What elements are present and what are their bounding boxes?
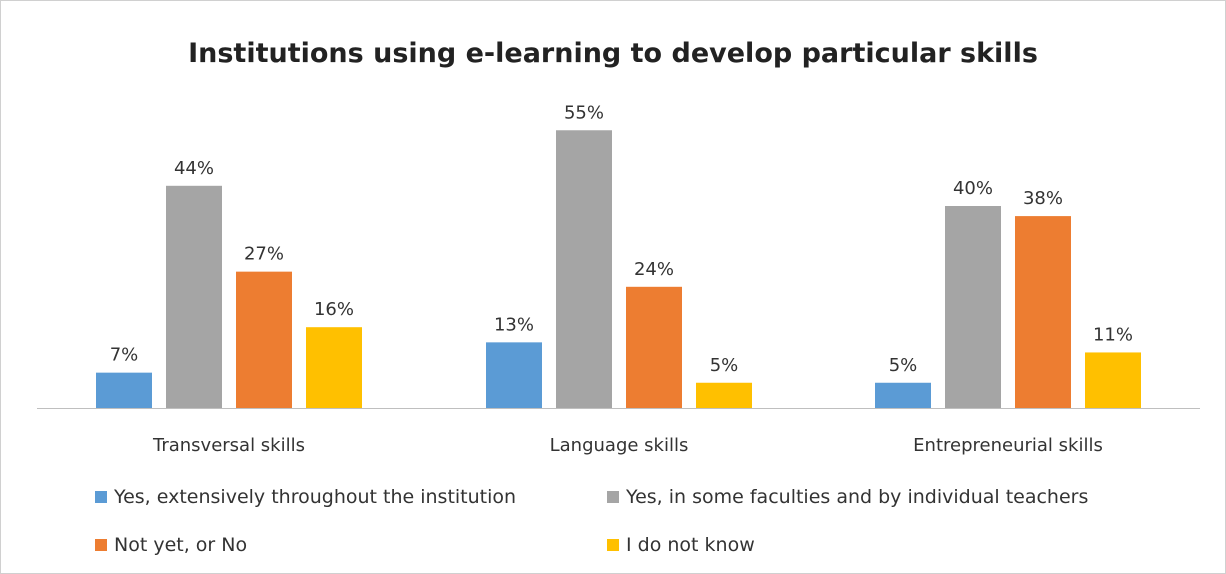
category-label: Transversal skills bbox=[152, 435, 305, 456]
legend-label: I do not know bbox=[626, 534, 755, 556]
chart-legend: Yes, extensively throughout the institut… bbox=[95, 484, 1195, 564]
bar-value-label: 40% bbox=[953, 178, 993, 199]
bar bbox=[96, 372, 152, 408]
bar bbox=[486, 342, 542, 408]
category-label: Entrepreneurial skills bbox=[913, 435, 1103, 456]
legend-item: Yes, extensively throughout the institut… bbox=[95, 486, 516, 508]
legend-item: I do not know bbox=[607, 534, 755, 556]
bar-value-label: 44% bbox=[174, 158, 214, 179]
legend-item: Yes, in some faculties and by individual… bbox=[607, 486, 1088, 508]
bar-value-label: 16% bbox=[314, 299, 354, 320]
legend-swatch bbox=[95, 539, 107, 551]
bar-value-label: 11% bbox=[1093, 324, 1133, 345]
legend-swatch bbox=[607, 491, 619, 503]
bar bbox=[1085, 352, 1141, 408]
bar-value-label: 24% bbox=[634, 259, 674, 280]
bar-value-label: 5% bbox=[889, 355, 918, 376]
bar-value-label: 38% bbox=[1023, 188, 1063, 209]
bar bbox=[696, 382, 752, 408]
bar-value-label: 5% bbox=[710, 355, 739, 376]
legend-swatch bbox=[95, 491, 107, 503]
bar bbox=[166, 185, 222, 408]
legend-label: Yes, extensively throughout the institut… bbox=[114, 486, 517, 508]
bar bbox=[875, 382, 931, 408]
bar bbox=[1015, 216, 1071, 408]
bar bbox=[626, 286, 682, 408]
bar-value-label: 27% bbox=[244, 244, 284, 265]
bar bbox=[556, 130, 612, 408]
bar bbox=[306, 327, 362, 408]
legend-item: Not yet, or No bbox=[95, 534, 247, 556]
legend-swatch bbox=[607, 539, 619, 551]
bar bbox=[945, 206, 1001, 408]
chart-title: Institutions using e-learning to develop… bbox=[188, 38, 1038, 69]
legend-label: Not yet, or No bbox=[114, 534, 248, 556]
bar bbox=[236, 271, 292, 408]
category-label: Language skills bbox=[550, 435, 689, 456]
bar-value-label: 13% bbox=[494, 314, 534, 335]
legend-label: Yes, in some faculties and by individual… bbox=[626, 486, 1089, 508]
bar-value-label: 55% bbox=[564, 102, 604, 123]
bar-value-label: 7% bbox=[110, 345, 139, 366]
